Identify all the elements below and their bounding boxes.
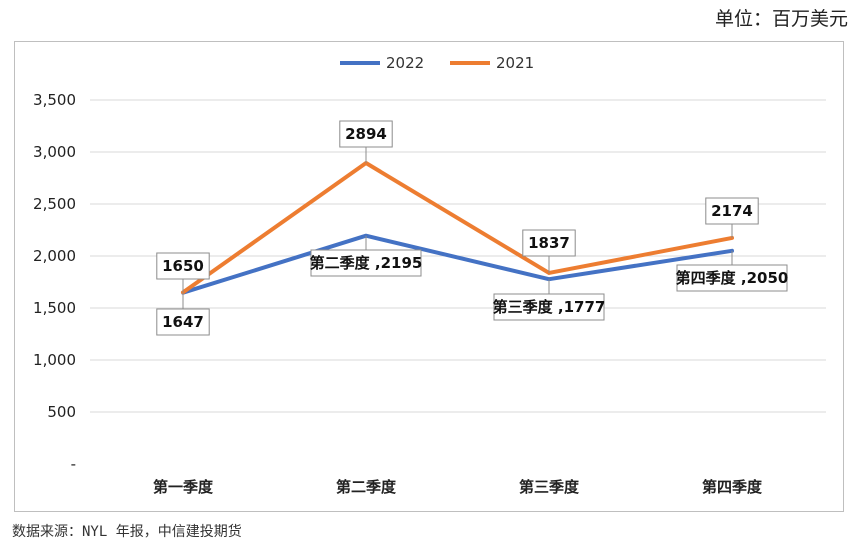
data-label-box: [310, 249, 422, 277]
data-label-text: 2894: [345, 125, 387, 143]
x-axis-categories: 第一季度 第二季度 第三季度 第四季度: [153, 478, 763, 496]
chart-frame: [14, 41, 844, 512]
y-tick-label: -: [71, 455, 76, 473]
legend-label-2021: 2021: [496, 54, 534, 72]
series-line-2021: [181, 161, 734, 295]
data-label-text: 第二季度 ,2195: [310, 254, 423, 272]
data-label-box: [676, 264, 788, 292]
data-label-box: [156, 252, 210, 280]
data-label-box: [705, 197, 759, 225]
data-label-text: 1647: [162, 313, 204, 331]
source-note: 数据来源：NYL 年报，中信建投期货: [12, 524, 242, 540]
x-category-label: 第四季度: [702, 478, 763, 496]
x-category-label: 第三季度: [519, 478, 580, 496]
data-label-text: 1837: [528, 234, 570, 252]
data-label-box: [339, 120, 393, 148]
y-tick-label: 3,500: [33, 91, 76, 109]
data-label-2022: 第三季度 ,1777: [493, 279, 606, 321]
data-label-box: [493, 293, 605, 321]
data-label-box: [522, 229, 576, 257]
x-category-label: 第一季度: [153, 478, 214, 496]
series-line-2022: [181, 233, 734, 295]
data-label-2021: 2894: [339, 120, 393, 164]
data-label-2021: 2174: [705, 197, 759, 238]
gridlines: [90, 99, 826, 413]
y-tick-label: 2,000: [33, 247, 76, 265]
y-tick-label: 2,500: [33, 195, 76, 213]
series-lines: [181, 161, 734, 295]
data-labels: 1647 第二季度 ,2195 第三季度 ,1777 第四季度 ,2050 1650 28…: [156, 120, 789, 336]
data-label-2022: 第四季度 ,2050: [676, 250, 789, 292]
data-label-text: 1650: [162, 257, 204, 275]
data-label-2022: 1647: [156, 292, 210, 336]
data-label-box: [156, 308, 210, 336]
data-label-text: 第四季度 ,2050: [676, 269, 789, 287]
legend: 2022 2021: [340, 54, 534, 72]
data-label-2022: 第二季度 ,2195: [310, 235, 423, 277]
y-tick-label: 1,000: [33, 351, 76, 369]
y-axis-ticks: - 500 1,000 1,500 2,000 2,500 3,000 3,500: [33, 91, 76, 473]
legend-label-2022: 2022: [386, 54, 424, 72]
y-tick-label: 500: [47, 403, 76, 421]
data-label-2021: 1650: [156, 252, 210, 293]
data-label-text: 2174: [711, 202, 753, 220]
data-label-2021: 1837: [522, 229, 576, 273]
data-label-text: 第三季度 ,1777: [493, 298, 606, 316]
unit-label: 单位：百万美元: [714, 8, 848, 30]
x-category-label: 第二季度: [336, 478, 397, 496]
y-tick-label: 1,500: [33, 299, 76, 317]
y-tick-label: 3,000: [33, 143, 76, 161]
